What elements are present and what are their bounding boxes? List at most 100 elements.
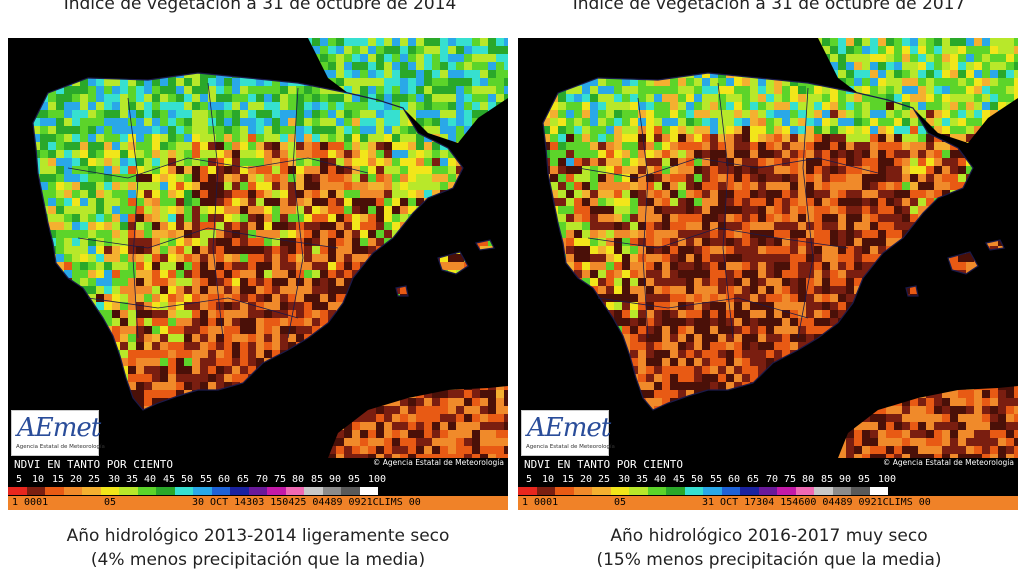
image-metadata-footer: 1 0001 05 31 OCT 17304 154600 04489 0921… [518,496,1018,510]
legend-value: 95 [858,474,871,485]
legend-swatch [666,487,685,495]
ndvi-map-2017: AEmet Agencia Estatal de Meteorología ND… [518,38,1018,510]
legend-value: 35 [126,474,139,485]
legend-swatch [851,487,870,495]
legend-swatch [230,487,249,495]
legend-value: 15 [52,474,65,485]
map-title-2017: Índice de vegetación a 31 de octubre de … [572,0,966,14]
legend-value: 40 [144,474,157,485]
legend-value: 30 [108,474,121,485]
legend-value: 20 [580,474,593,485]
legend-swatch [174,487,193,495]
legend-value: 55 [200,474,213,485]
region-border [597,297,809,319]
legend-value: 80 [802,474,815,485]
legend-swatch [814,487,833,495]
coastline [947,251,979,275]
legend-value: 25 [88,474,101,485]
legend-value: 60 [218,474,231,485]
legend-value: 80 [292,474,305,485]
legend-value: 5 [16,474,23,485]
legend-swatch [248,487,267,495]
legend-swatch [758,487,777,495]
region-border [797,87,814,339]
legend-value: 65 [237,474,250,485]
region-border [637,97,649,339]
legend-swatch [359,487,378,495]
legend-swatch [647,487,666,495]
legend-title: NDVI EN TANTO POR CIENTO [524,458,683,471]
legend-scale-values: 5 10 15 20 25 30 35 40 45 50 55 60 65 70 75 80 85 90 95 100 [518,474,1018,486]
legend-value: 40 [654,474,667,485]
legend-swatch [193,487,212,495]
caption-line1: Año hidrológico 2016-2017 muy seco [610,526,928,546]
ndvi-raster [33,38,508,458]
ndvi-map-2014: AEmet Agencia Estatal de Meteorología ND… [8,38,508,510]
image-metadata-footer: 1 0001 05 30 OCT 14303 150425 04489 0921… [8,496,508,510]
region-border [717,82,734,339]
iberia-ndvi-map-2017 [518,38,1018,458]
legend-swatch [536,487,555,495]
legend-swatch [304,487,323,495]
caption-2016-2017: Año hidrológico 2016-2017 muy seco (15% … [514,524,1024,572]
legend-swatch [721,487,740,495]
legend-value: 100 [368,474,387,485]
legend-swatch [137,487,156,495]
legend-value: 45 [673,474,686,485]
legend-swatch [740,487,759,495]
legend-swatch [8,487,27,495]
legend-value: 85 [311,474,324,485]
aemet-logo: AEmet Agencia Estatal de Meteorología [521,410,615,456]
coastline [475,239,495,251]
region-border [87,297,299,319]
legend-value: 65 [747,474,760,485]
aemet-logo: AEmet Agencia Estatal de Meteorología [11,410,105,456]
region-border [77,227,339,249]
legend-value: 90 [329,474,342,485]
legend-value: 90 [839,474,852,485]
legend-swatch [211,487,230,495]
legend-swatch [156,487,175,495]
legend-swatch [610,487,629,495]
legend-swatch [82,487,101,495]
legend-swatch [26,487,45,495]
legend-swatch [518,487,537,495]
legend-swatch [869,487,888,495]
legend-scale-values: 5 10 15 20 25 30 35 40 45 50 55 60 65 70 75 80 85 90 95 100 [8,474,508,486]
legend-swatch [341,487,360,495]
caption-line1: Año hidrológico 2013-2014 ligeramente se… [66,526,450,546]
legend-value: 50 [691,474,704,485]
region-border [587,227,849,249]
coastline [542,72,974,411]
legend-value: 5 [526,474,533,485]
caption-line2: (15% menos precipitación que la media) [596,550,942,570]
legend-swatch [832,487,851,495]
region-border [67,157,369,179]
legend-value: 70 [256,474,269,485]
legend-value: 30 [618,474,631,485]
copyright-notice: © Agencia Estatal de Meteorología [372,458,504,467]
legend-value: 20 [70,474,83,485]
legend-value: 10 [542,474,555,485]
legend-colorbar [518,487,1018,495]
legend-value: 75 [784,474,797,485]
iberia-ndvi-map-2014 [8,38,508,458]
legend-value: 70 [766,474,779,485]
legend-value: 45 [163,474,176,485]
legend-value: 35 [636,474,649,485]
coastline [395,285,409,297]
caption-line2: (4% menos precipitación que la media) [90,550,426,570]
legend-value: 10 [32,474,45,485]
legend-value: 50 [181,474,194,485]
legend-swatch [100,487,119,495]
legend-swatch [119,487,138,495]
caption-2013-2014: Año hidrológico 2013-2014 ligeramente se… [3,524,513,572]
legend-swatch [777,487,796,495]
legend-swatch [629,487,648,495]
legend-swatch [555,487,574,495]
legend-value: 95 [348,474,361,485]
legend-title: NDVI EN TANTO POR CIENTO [14,458,173,471]
legend-value: 75 [274,474,287,485]
map-title-2014: Índice de vegetación a 31 de octubre de … [63,0,457,14]
legend-value: 60 [728,474,741,485]
